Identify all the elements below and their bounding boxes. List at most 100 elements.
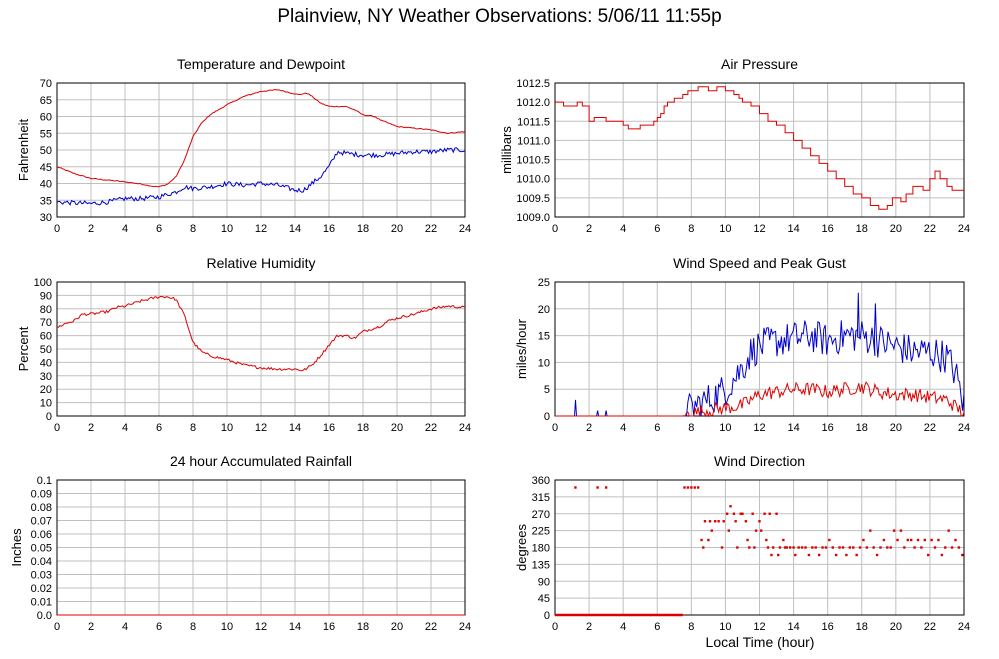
- x-tick-label: 22: [924, 422, 936, 434]
- x-tick-label: 4: [122, 422, 128, 434]
- direction-point: [858, 546, 862, 549]
- y-tick-label: 80: [40, 304, 52, 316]
- direction-point: [778, 546, 782, 549]
- direction-point: [961, 553, 964, 557]
- y-tick-label: 1011.5: [517, 116, 550, 128]
- direction-point: [765, 538, 768, 542]
- y-tick-label: 65: [40, 95, 52, 107]
- y-tick-label: 45: [538, 593, 550, 605]
- x-tick-label: 20: [391, 621, 403, 633]
- x-tick-label: 14: [787, 621, 799, 633]
- x-tick-label: 8: [688, 223, 694, 235]
- y-tick-label: 0.07: [31, 516, 52, 528]
- y-tick-label: 0.05: [31, 543, 52, 555]
- x-tick-label: 20: [890, 422, 902, 434]
- x-tick-label: 4: [620, 621, 626, 633]
- direction-point: [746, 538, 749, 542]
- chart-title: Relative Humidity: [207, 255, 316, 271]
- x-tick-label: 16: [822, 223, 834, 235]
- x-tick-label: 12: [255, 621, 267, 633]
- direction-point: [763, 512, 766, 515]
- direction-point: [771, 546, 775, 549]
- x-tick-label: 6: [654, 621, 660, 633]
- direction-point: [899, 529, 903, 532]
- x-tick-label: 24: [958, 422, 970, 434]
- x-tick-label: 16: [822, 621, 834, 633]
- direction-point: [792, 546, 795, 549]
- y-axis-label: Percent: [16, 326, 31, 371]
- chart-title: Air Pressure: [721, 56, 798, 72]
- y-axis-label: degrees: [514, 524, 529, 571]
- y-axis-label: Inches: [9, 528, 24, 567]
- x-tick-label: 24: [958, 223, 970, 235]
- direction-point: [906, 538, 909, 542]
- direction-point: [788, 546, 792, 549]
- x-tick-label: 4: [620, 422, 626, 434]
- direction-point: [954, 538, 957, 542]
- y-tick-label: 55: [40, 128, 52, 140]
- direction-point: [944, 546, 947, 549]
- direction-point: [838, 546, 841, 549]
- x-tick-label: 6: [156, 422, 162, 434]
- y-tick-label: 40: [40, 179, 52, 191]
- x-tick-label: 0: [552, 223, 558, 235]
- y-tick-label: 0.0: [37, 610, 52, 622]
- direction-point: [909, 538, 913, 542]
- direction-point: [739, 512, 742, 515]
- chart-title: Wind Speed and Peak Gust: [673, 255, 846, 271]
- direction-point: [930, 538, 933, 542]
- direction-point: [758, 520, 761, 523]
- direction-point: [872, 546, 875, 549]
- direction-point: [886, 546, 889, 549]
- x-tick-label: 10: [221, 223, 233, 235]
- direction-point: [693, 486, 696, 489]
- direction-point: [950, 546, 954, 549]
- direction-point: [800, 546, 804, 549]
- y-tick-label: 1012.5: [516, 78, 550, 90]
- y-tick-label: 90: [40, 290, 52, 302]
- direction-point: [940, 553, 944, 557]
- direction-point: [947, 529, 950, 532]
- bottom-x-axis-label: Local Time (hour): [705, 634, 815, 650]
- x-tick-label: 14: [289, 621, 301, 633]
- x-tick-label: 18: [357, 223, 369, 235]
- y-tick-label: 0.09: [31, 489, 52, 501]
- y-tick-label: 30: [40, 212, 52, 224]
- chart-title: 24 hour Accumulated Rainfall: [170, 453, 352, 469]
- direction-point: [783, 546, 787, 549]
- x-tick-label: 12: [753, 223, 765, 235]
- direction-point: [707, 538, 710, 542]
- direction-point: [729, 505, 732, 508]
- y-tick-label: 60: [40, 112, 52, 124]
- y-tick-label: 100: [34, 277, 52, 289]
- y-tick-label: 50: [40, 344, 52, 356]
- x-tick-label: 14: [787, 223, 799, 235]
- direction-point: [720, 546, 724, 549]
- y-tick-label: 1011.0: [517, 135, 550, 147]
- direction-point: [869, 529, 872, 532]
- x-tick-label: 0: [552, 422, 558, 434]
- x-tick-label: 0: [54, 621, 60, 633]
- x-tick-label: 18: [856, 422, 868, 434]
- y-tick-label: 0.08: [31, 502, 52, 514]
- x-tick-label: 6: [654, 422, 660, 434]
- y-tick-label: 10: [538, 357, 550, 369]
- direction-point: [807, 553, 811, 557]
- y-tick-label: 35: [40, 195, 52, 207]
- x-tick-label: 6: [156, 621, 162, 633]
- x-tick-label: 4: [620, 223, 626, 235]
- x-tick-label: 22: [924, 621, 936, 633]
- direction-point: [690, 486, 693, 489]
- y-tick-label: 70: [40, 317, 52, 329]
- y-tick-label: 1012.0: [516, 97, 550, 109]
- x-tick-label: 18: [856, 223, 868, 235]
- x-tick-label: 12: [255, 422, 267, 434]
- x-tick-label: 18: [856, 621, 868, 633]
- direction-point: [770, 553, 773, 557]
- direction-point: [834, 553, 838, 557]
- x-tick-label: 4: [122, 223, 128, 235]
- direction-point: [686, 486, 690, 489]
- direction-point: [814, 546, 817, 549]
